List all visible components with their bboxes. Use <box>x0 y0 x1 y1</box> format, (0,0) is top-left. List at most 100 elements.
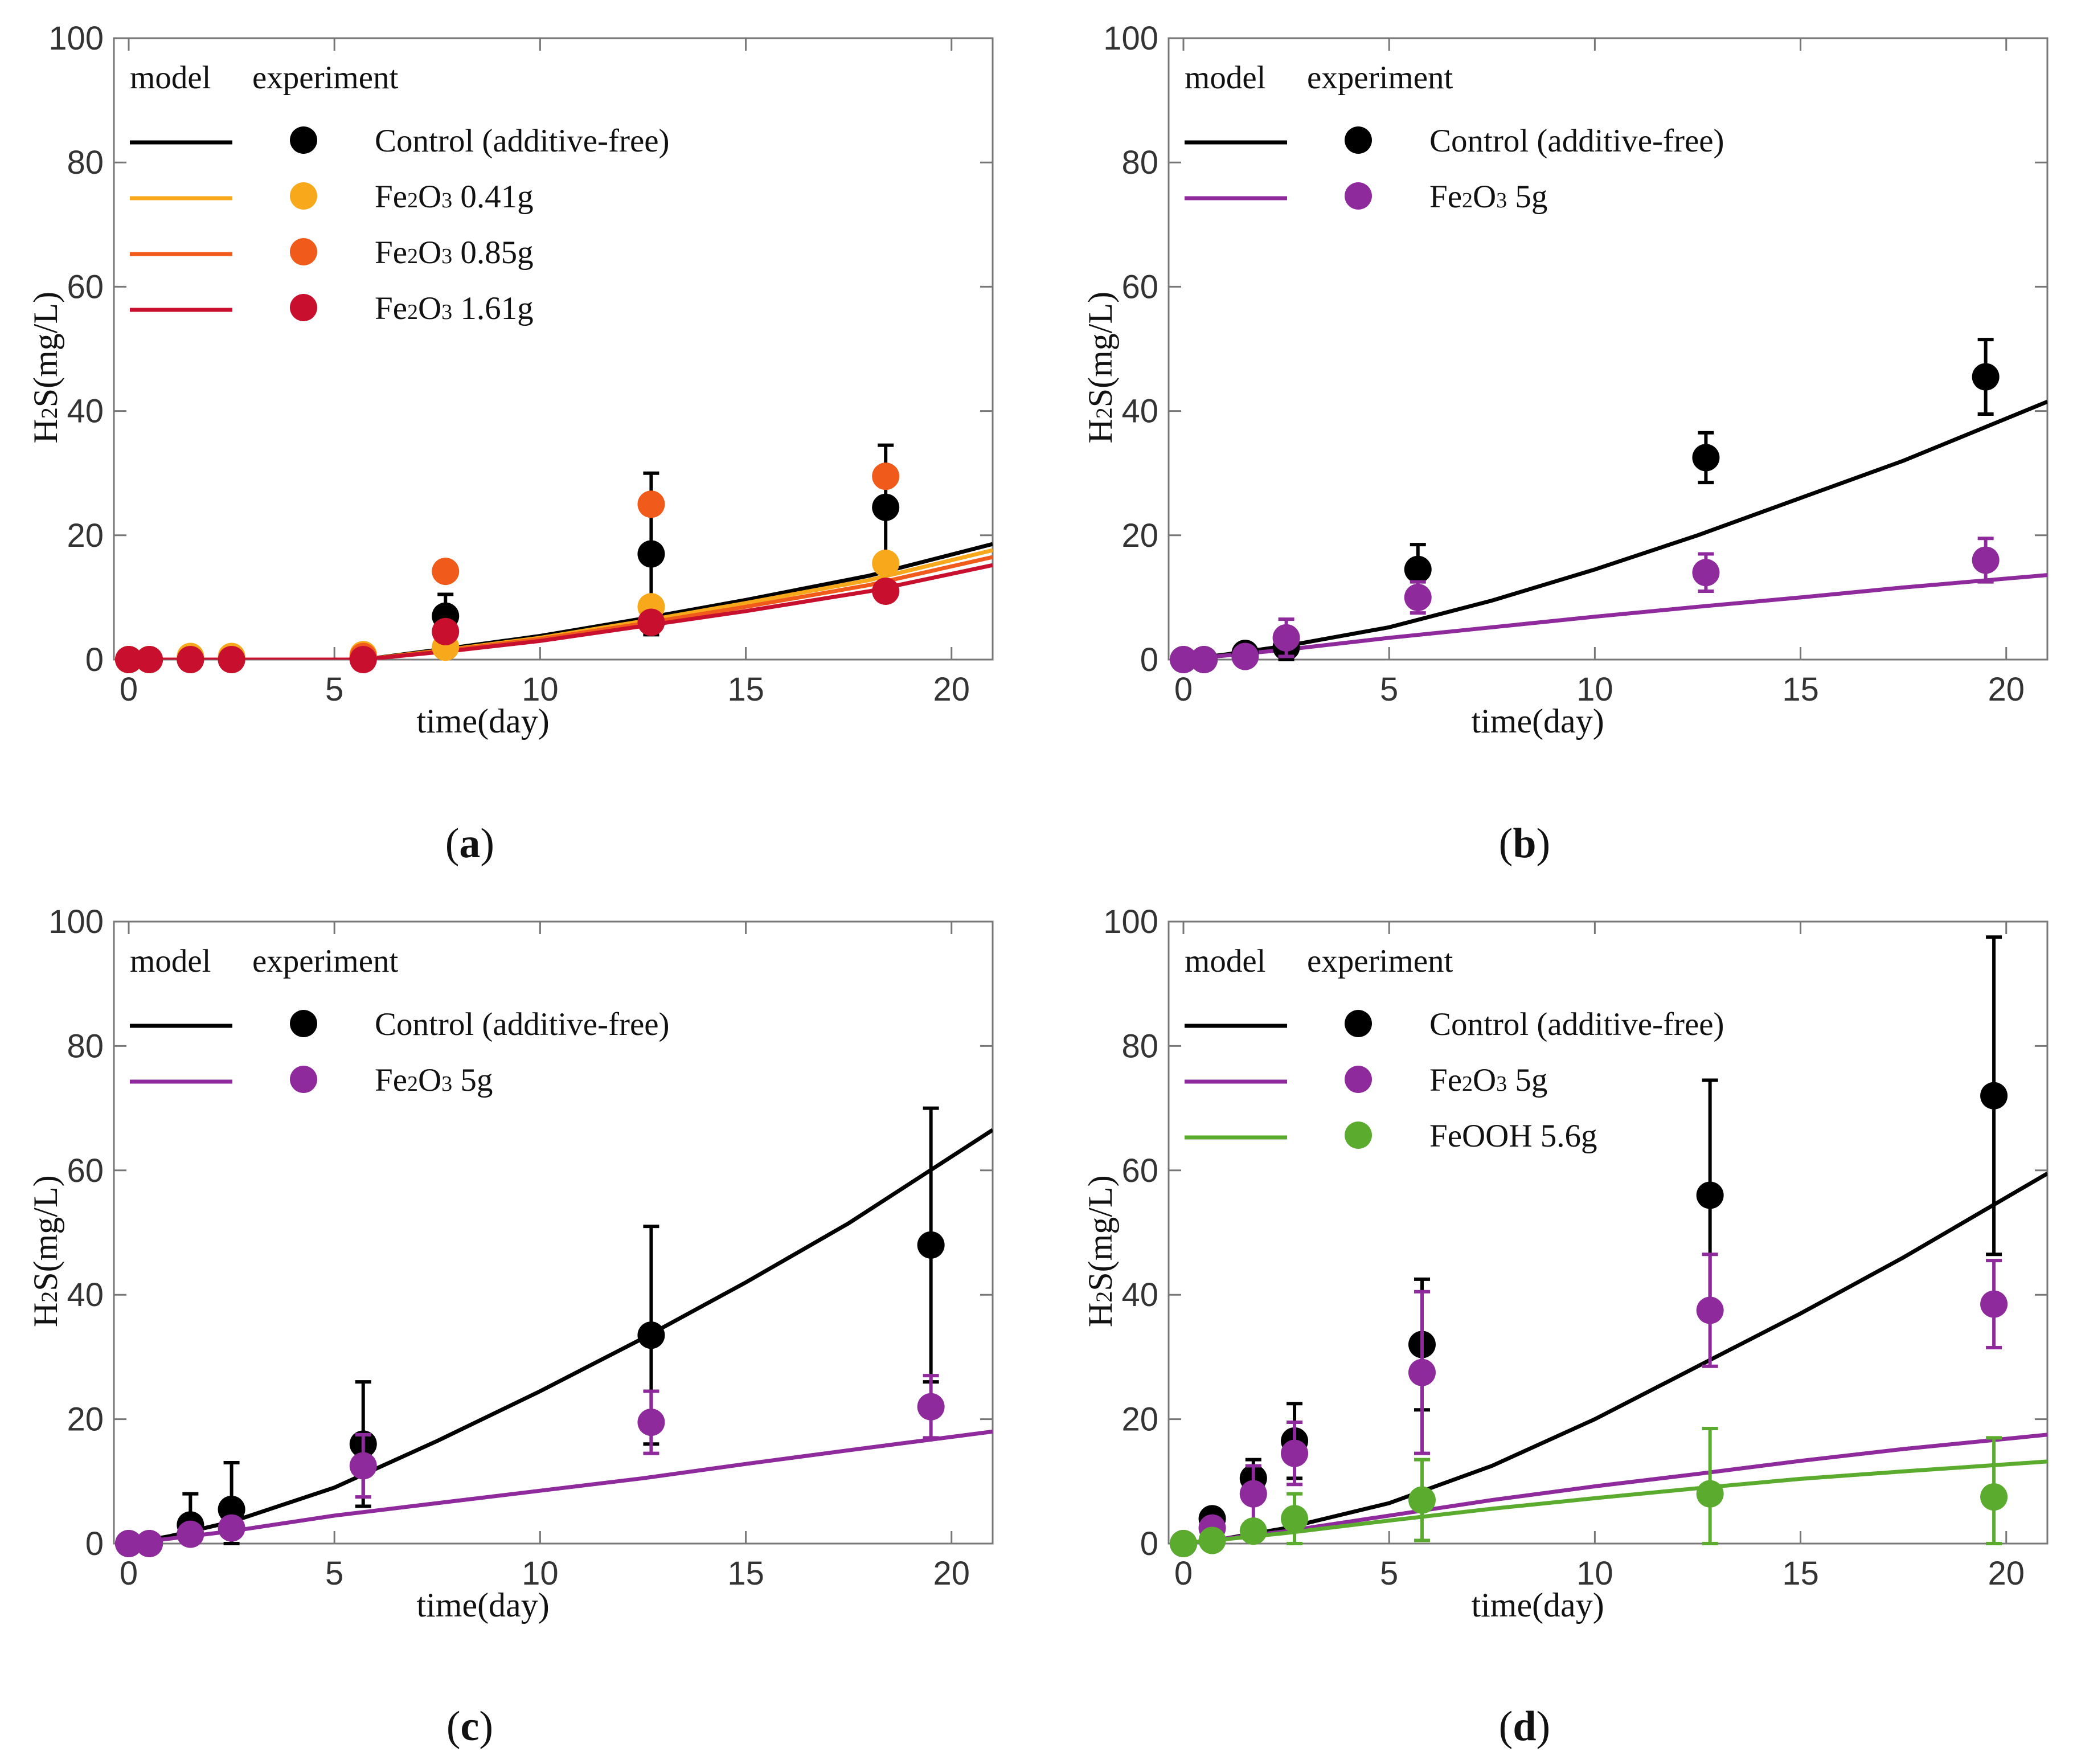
legend-header-model: model <box>1185 60 1265 96</box>
data-point <box>1972 546 2000 574</box>
model-line <box>128 1429 993 1544</box>
legend-label: Fe2O3 0.41g <box>375 179 534 215</box>
data-point <box>115 1530 142 1557</box>
data-point <box>1170 1530 1197 1557</box>
legend-marker <box>290 182 317 210</box>
x-tick-label: 5 <box>1380 1555 1398 1592</box>
legend-marker <box>290 238 317 265</box>
data-point <box>917 1231 945 1259</box>
data-point <box>872 463 900 490</box>
data-point <box>1272 624 1300 652</box>
legend-marker <box>290 126 317 154</box>
legend-label: Fe2O3 5g <box>375 1062 493 1098</box>
y-tick-label: 60 <box>1121 268 1158 305</box>
x-tick-label: 15 <box>727 1555 764 1592</box>
x-tick-label: 0 <box>1174 1555 1193 1592</box>
panel-caption: (d) <box>1499 1703 1550 1750</box>
x-tick-label: 0 <box>120 1555 138 1592</box>
x-tick-label: 10 <box>522 671 559 708</box>
data-point <box>637 1409 665 1436</box>
legend-header-experiment: experiment <box>1307 60 1453 96</box>
legend-marker <box>1345 1066 1372 1093</box>
data-point <box>1980 1082 2008 1110</box>
data-point <box>432 617 460 645</box>
data-point <box>637 540 665 568</box>
x-tick-label: 20 <box>1988 1555 2025 1592</box>
x-tick-label: 15 <box>727 671 764 708</box>
data-point <box>1408 1358 1436 1386</box>
data-point <box>1696 1480 1724 1508</box>
data-point <box>349 1452 377 1480</box>
legend-marker <box>290 294 317 321</box>
y-tick-label: 100 <box>1103 903 1158 940</box>
legend-label: Fe2O3 1.61g <box>375 290 534 326</box>
legend-header-model: model <box>130 60 211 96</box>
panel-caption: (b) <box>1499 820 1550 867</box>
data-point <box>1980 1483 2008 1511</box>
legend-header-experiment: experiment <box>252 943 399 979</box>
legend-marker <box>1345 126 1372 154</box>
y-tick-label: 0 <box>85 1525 104 1562</box>
y-tick-label: 60 <box>67 1152 104 1189</box>
legend-label: Fe2O3 0.85g <box>375 235 534 271</box>
x-axis-label: time(day) <box>1471 702 1604 740</box>
data-point <box>349 646 377 673</box>
model-line <box>129 542 993 660</box>
x-tick-label: 5 <box>325 671 343 708</box>
model-line <box>1183 1172 2047 1544</box>
x-tick-label: 10 <box>522 1555 559 1592</box>
data-point <box>1692 444 1720 472</box>
data-point <box>432 558 460 586</box>
plot-frame <box>113 37 994 661</box>
legend-marker <box>1345 1122 1372 1149</box>
model-line <box>128 1128 993 1544</box>
data-point <box>1980 1290 2008 1318</box>
y-tick-label: 40 <box>1121 393 1158 430</box>
plot-frame <box>113 920 994 1545</box>
x-tick-label: 20 <box>933 671 970 708</box>
y-tick-label: 0 <box>1140 1525 1158 1562</box>
model-line <box>129 555 993 660</box>
data-point <box>218 1514 245 1542</box>
data-point <box>177 1520 204 1548</box>
legend-marker <box>290 1066 317 1093</box>
data-point <box>218 646 245 673</box>
plot-frame <box>1167 37 2049 661</box>
y-tick-label: 60 <box>1121 1152 1158 1189</box>
data-point <box>1972 363 2000 391</box>
data-point <box>1404 583 1432 611</box>
x-tick-label: 10 <box>1576 1555 1613 1592</box>
legend-label: Control (additive-free) <box>375 123 670 159</box>
x-tick-label: 15 <box>1782 1555 1819 1592</box>
legend-label: Fe2O3 5g <box>1429 1062 1547 1098</box>
y-tick-label: 60 <box>67 268 104 305</box>
panel-c: 0 20 40 60 80 100 0 5 10 15 20 time(day) H2S(mg/L) mo… <box>27 903 994 1624</box>
y-axis-label: H2S(mg/L) <box>27 292 64 444</box>
y-tick-label: 20 <box>67 1401 104 1438</box>
data-point <box>1408 1486 1436 1514</box>
y-tick-label: 80 <box>67 144 104 181</box>
plot-frame <box>1167 920 2049 1545</box>
y-axis-label: H2S(mg/L) <box>1081 292 1119 444</box>
y-tick-label: 40 <box>67 1276 104 1313</box>
panel-caption: (c) <box>446 1703 493 1750</box>
data-point <box>1231 642 1259 670</box>
y-axis-label: H2S(mg/L) <box>27 1175 64 1327</box>
panel-caption: (a) <box>445 820 494 867</box>
data-point <box>177 646 204 673</box>
data-point <box>917 1393 945 1421</box>
y-tick-label: 80 <box>67 1028 104 1065</box>
legend-label: Control (additive-free) <box>1429 1006 1724 1042</box>
x-tick-label: 5 <box>325 1555 343 1592</box>
y-tick-label: 0 <box>85 641 104 678</box>
model-line <box>1183 399 2047 660</box>
data-point <box>1696 1296 1724 1324</box>
data-point <box>1170 646 1197 673</box>
legend-label: Control (additive-free) <box>1429 123 1724 159</box>
data-point <box>1239 1480 1267 1508</box>
legend-marker <box>1345 182 1372 210</box>
legend-marker <box>1345 1010 1372 1037</box>
model-line <box>1183 1433 2047 1544</box>
data-point <box>1692 559 1720 587</box>
